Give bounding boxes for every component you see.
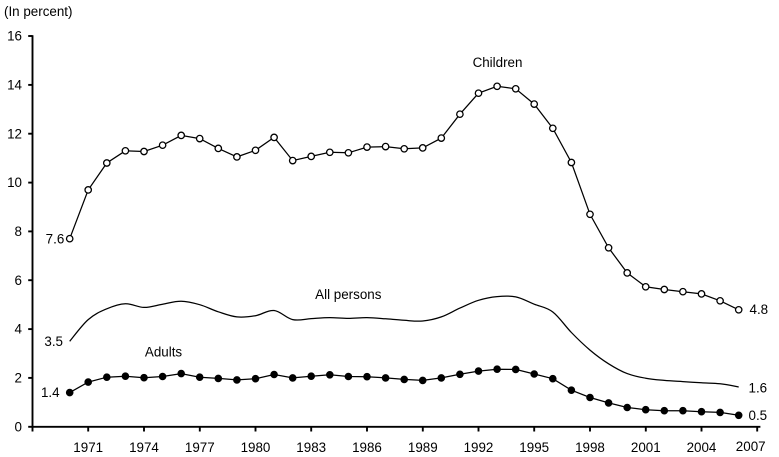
svg-text:6: 6: [15, 273, 22, 288]
svg-text:4.8: 4.8: [750, 302, 769, 317]
svg-text:1.6: 1.6: [749, 380, 768, 395]
svg-text:1.4: 1.4: [41, 385, 60, 400]
svg-text:1983: 1983: [296, 440, 326, 455]
svg-text:All persons: All persons: [315, 287, 382, 302]
svg-text:1986: 1986: [352, 440, 382, 455]
svg-text:1974: 1974: [129, 440, 159, 455]
svg-text:0: 0: [15, 419, 22, 434]
svg-text:1989: 1989: [408, 440, 438, 455]
svg-text:1977: 1977: [185, 440, 215, 455]
svg-text:12: 12: [7, 126, 22, 141]
svg-text:1992: 1992: [464, 440, 494, 455]
svg-text:14: 14: [7, 78, 22, 93]
svg-text:1995: 1995: [519, 440, 549, 455]
svg-text:2: 2: [15, 371, 22, 386]
svg-text:2001: 2001: [631, 440, 661, 455]
svg-text:10: 10: [7, 175, 22, 190]
svg-text:Adults: Adults: [145, 345, 183, 360]
svg-text:7.6: 7.6: [46, 231, 65, 246]
svg-text:1998: 1998: [575, 440, 605, 455]
svg-text:(In percent): (In percent): [4, 4, 72, 19]
svg-text:2004: 2004: [687, 440, 717, 455]
svg-text:0.5: 0.5: [749, 408, 768, 423]
svg-text:4: 4: [15, 322, 23, 337]
svg-text:2007: 2007: [736, 439, 766, 454]
svg-text:Children: Children: [473, 55, 523, 70]
svg-text:16: 16: [7, 29, 22, 44]
svg-text:3.5: 3.5: [44, 334, 63, 349]
svg-text:1971: 1971: [73, 440, 103, 455]
svg-text:1980: 1980: [241, 440, 271, 455]
svg-text:8: 8: [15, 224, 22, 239]
